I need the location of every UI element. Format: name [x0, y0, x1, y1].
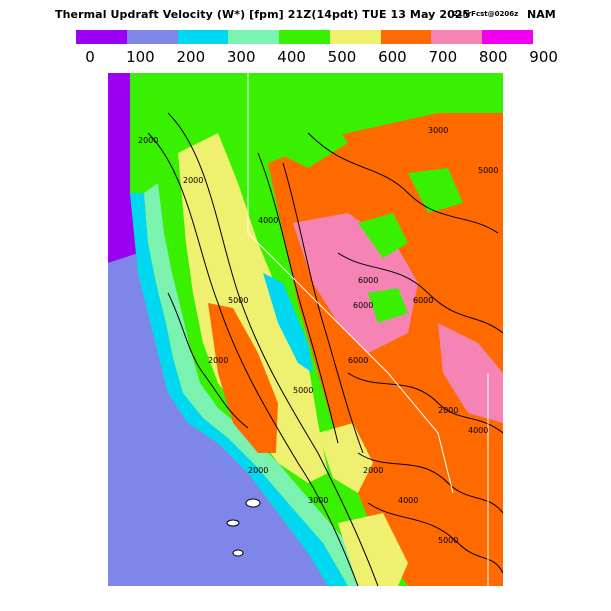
contour-label: 6000: [353, 301, 373, 310]
contour-label: 5000: [438, 536, 458, 545]
contour-label: 2000: [438, 406, 458, 415]
contour-label: 6000: [348, 356, 368, 365]
color-legend-ticks: 0 100 200 300 400 500 600 700 800 900: [0, 48, 611, 66]
legend-swatch-5: [329, 30, 381, 44]
interior-pink-east: [438, 323, 503, 423]
model-label: NAM: [527, 8, 556, 21]
coastal-strip: [130, 193, 348, 586]
contour-label: 4000: [258, 216, 278, 225]
legend-tick-500: 500: [327, 48, 357, 66]
contour-label: 6000: [358, 276, 378, 285]
legend-tick-200: 200: [176, 48, 206, 66]
map-title: Thermal Updraft Velocity (W*) [fpm] 21Z(…: [0, 8, 611, 24]
mint-band: [144, 183, 373, 586]
legend-swatch-2: [177, 30, 229, 44]
contour-lines: [147, 112, 503, 586]
contour-label: 2000: [183, 176, 203, 185]
contour-label: 5000: [293, 386, 313, 395]
forecast-map: 2000 2000 4000 5000 5000 6000 6000 6000 6000 2000…: [108, 73, 503, 586]
legend-tick-100: 100: [126, 48, 155, 66]
contour-label: 3000: [308, 496, 328, 505]
valley-yellow: [178, 133, 328, 483]
legend-swatch-0: [76, 30, 127, 44]
legend-tick-700: 700: [428, 48, 458, 66]
contour-label: 3000: [428, 126, 448, 135]
legend-swatch-4: [279, 30, 330, 44]
contour-label: 2000: [138, 136, 158, 145]
interior-green-4: [368, 288, 408, 323]
valley-orange: [208, 303, 278, 453]
title-main: Thermal Updraft Velocity (W*) [fpm] 21Z(…: [55, 8, 471, 21]
legend-swatch-8: [482, 30, 534, 44]
sierra-cyan: [263, 273, 313, 373]
contour-label: 2000: [248, 466, 268, 475]
legend-tick-400: 400: [277, 48, 306, 66]
legend-tick-600: 600: [378, 48, 407, 66]
interior-green-2: [358, 213, 408, 258]
legend-swatch-3: [228, 30, 280, 44]
lake-features: [226, 498, 261, 557]
contour-label: 6000: [413, 296, 433, 305]
legend-tick-0: 0: [85, 48, 95, 66]
forecast-run-label: 21hrFcst@0206z: [453, 10, 519, 18]
legend-tick-300: 300: [226, 48, 256, 66]
contour-label: 2000: [208, 356, 228, 365]
legend-swatch-7: [431, 30, 483, 44]
forecast-map-svg: 2000 2000 4000 5000 5000 6000 6000 6000 6000 2000…: [108, 73, 503, 586]
contour-label: 2000: [363, 466, 383, 475]
interior-green-1: [268, 103, 348, 168]
interior-green-3: [408, 168, 463, 213]
contour-label: 5000: [478, 166, 498, 175]
contour-label: 4000: [468, 426, 488, 435]
legend-tick-900: 900: [529, 48, 558, 66]
legend-tick-800: 800: [478, 48, 508, 66]
legend-swatch-1: [126, 30, 178, 44]
legend-swatch-6: [380, 30, 432, 44]
state-borders: [247, 73, 489, 586]
contour-label: 4000: [398, 496, 418, 505]
low-lift-region: [108, 73, 138, 263]
color-legend-bar: [76, 30, 534, 44]
interior-yellow-1: [318, 423, 373, 493]
contour-label: 5000: [228, 296, 248, 305]
